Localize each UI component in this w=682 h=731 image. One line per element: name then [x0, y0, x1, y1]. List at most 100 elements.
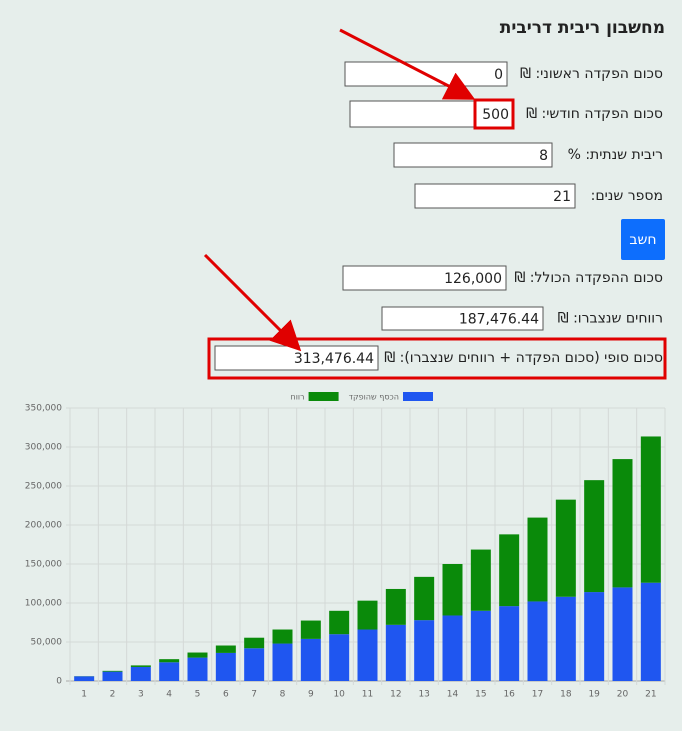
button-label: חשב	[629, 232, 656, 248]
y-tick-label: 300,000	[25, 443, 62, 453]
bar	[470, 549, 491, 611]
y-tick-label: 150,000	[25, 560, 62, 570]
bar	[442, 564, 463, 616]
bar	[244, 637, 265, 649]
text-input[interactable]	[342, 265, 507, 291]
text-input[interactable]	[393, 142, 553, 168]
bar	[102, 671, 123, 681]
bar	[300, 620, 321, 639]
bar	[612, 587, 633, 681]
y-tick-label: 0	[56, 677, 62, 687]
bar	[159, 659, 180, 663]
input-value: 126,000	[444, 271, 502, 287]
x-tick-label: 16	[503, 690, 515, 700]
x-tick-label: 4	[166, 690, 172, 700]
x-tick-label: 6	[223, 690, 229, 700]
bar	[215, 652, 236, 681]
bar	[414, 576, 435, 621]
text-input[interactable]	[414, 183, 576, 209]
legend-label: רווח	[290, 393, 304, 402]
field-label: סכום הפקדה ראשוני: ₪	[520, 66, 663, 82]
x-tick-label: 13	[418, 690, 429, 700]
bar	[385, 588, 406, 625]
bar	[414, 620, 435, 681]
bar	[499, 606, 520, 681]
text-input[interactable]	[381, 306, 544, 331]
bar	[130, 665, 151, 667]
field-label: סכום סופי (סכום הפקדה + רווחים שנצברו): …	[384, 350, 663, 366]
bar	[640, 582, 661, 681]
x-tick-label: 7	[251, 690, 257, 700]
bar	[329, 610, 350, 635]
x-tick-label: 2	[110, 690, 116, 700]
x-tick-label: 21	[645, 690, 656, 700]
field-label: סכום הפקדה חודשי: ₪	[526, 106, 663, 122]
y-tick-label: 100,000	[25, 599, 62, 609]
annotation-arrow	[339, 28, 476, 100]
bar	[187, 652, 208, 658]
bar	[244, 648, 265, 681]
input-value: 500	[482, 107, 509, 123]
bar	[215, 645, 236, 653]
x-tick-label: 8	[280, 690, 286, 700]
input-value: 187,476.44	[459, 312, 539, 328]
bar	[527, 517, 548, 602]
input-value: 21	[553, 189, 571, 205]
x-tick-label: 12	[390, 690, 401, 700]
bar	[272, 643, 293, 681]
x-tick-label: 9	[308, 690, 314, 700]
legend-label: הכסף שהופקד	[349, 393, 399, 402]
field-label: ריבית שנתית: %	[568, 147, 663, 163]
x-tick-label: 5	[195, 690, 201, 700]
text-input[interactable]	[349, 100, 514, 128]
bar	[74, 676, 95, 681]
bar	[329, 634, 350, 681]
y-tick-label: 200,000	[25, 521, 62, 531]
page-title: מחשבון ריבית דריבית	[500, 18, 665, 38]
y-tick-label: 350,000	[25, 404, 62, 414]
bar	[584, 592, 605, 681]
bar	[584, 480, 605, 593]
highlight-box	[207, 337, 667, 380]
bar	[470, 610, 491, 681]
x-tick-label: 19	[588, 690, 600, 700]
bar	[102, 670, 123, 672]
bar	[640, 436, 661, 583]
bar	[159, 662, 180, 681]
x-tick-label: 11	[362, 690, 373, 700]
x-tick-label: 15	[475, 690, 486, 700]
calculate-button[interactable]	[621, 219, 665, 260]
x-tick-label: 20	[617, 690, 629, 700]
y-tick-label: 250,000	[25, 482, 62, 492]
field-label: סכום ההפקדה הכולל: ₪	[514, 270, 663, 286]
bar	[442, 615, 463, 681]
x-tick-label: 14	[447, 690, 459, 700]
legend-swatch	[403, 392, 433, 401]
x-tick-label: 17	[532, 690, 543, 700]
x-tick-label: 18	[560, 690, 572, 700]
highlight-box	[473, 98, 515, 130]
bar	[499, 534, 520, 607]
bar	[357, 600, 378, 630]
x-tick-label: 3	[138, 690, 144, 700]
bar	[555, 596, 576, 681]
x-tick-label: 10	[333, 690, 345, 700]
bar	[130, 666, 151, 681]
bar	[272, 629, 293, 644]
field-label: רווחים שנצברו: ₪	[558, 311, 663, 327]
bar	[385, 624, 406, 681]
legend-swatch	[308, 392, 339, 401]
field-label: מספר שנים:	[591, 188, 663, 204]
bar	[527, 601, 548, 681]
annotation-arrow	[203, 253, 302, 352]
x-tick-label: 1	[81, 690, 87, 700]
bar	[555, 499, 576, 597]
input-value: 0	[494, 67, 503, 83]
bar	[300, 638, 321, 681]
bar	[357, 629, 378, 681]
bar	[612, 459, 633, 588]
input-value: 313,476.44	[294, 351, 374, 367]
y-tick-label: 50,000	[31, 638, 63, 648]
bar	[187, 657, 208, 681]
